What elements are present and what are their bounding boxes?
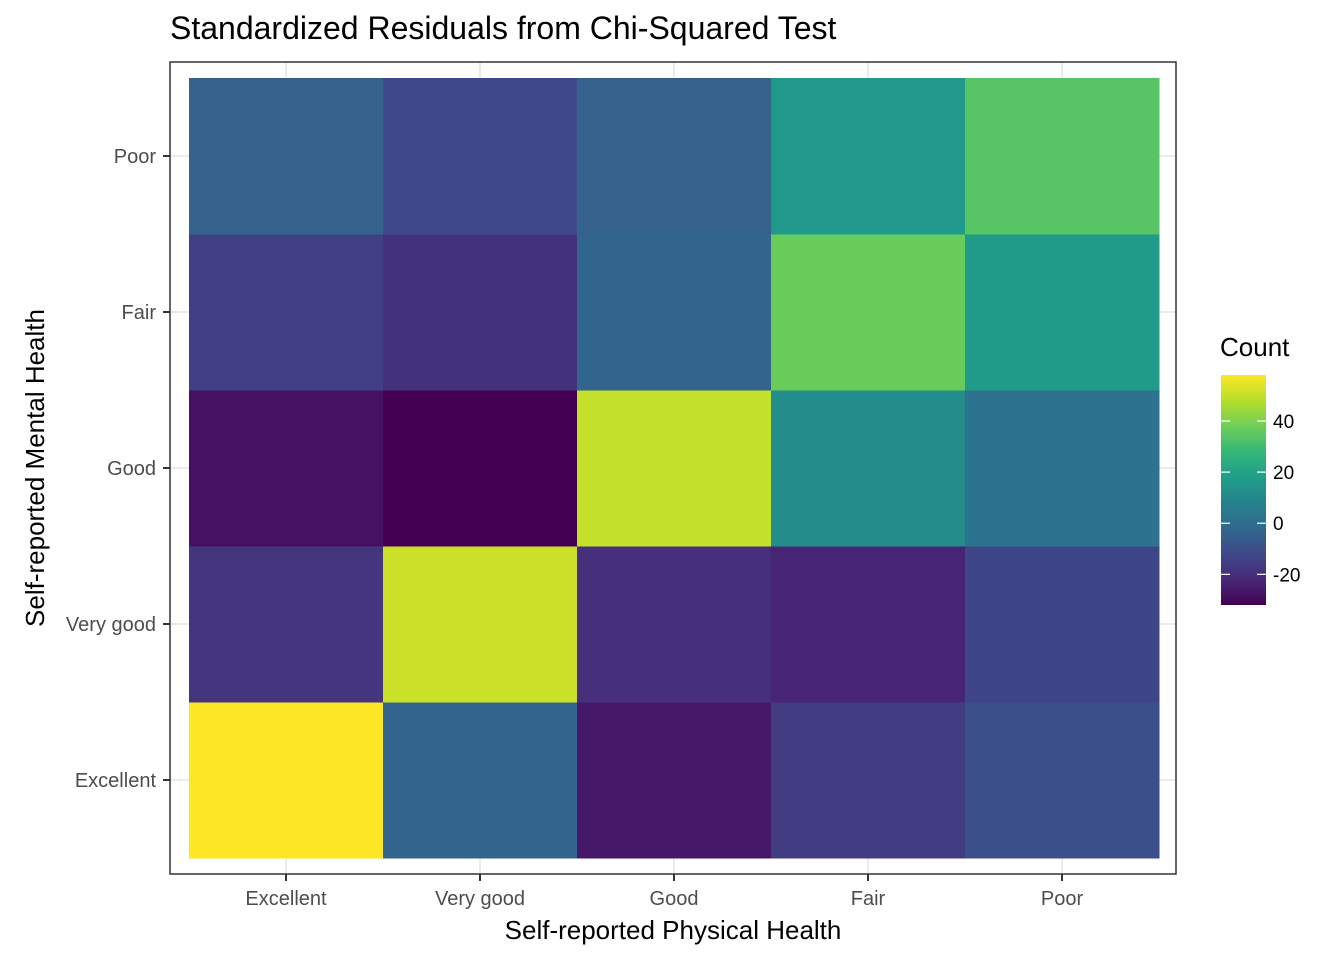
heatmap-cell [965, 78, 1160, 235]
x-axis: Excellent Very good Good Fair Poor [245, 874, 1083, 910]
plot-panel [169, 61, 1177, 875]
legend-title: Count [1220, 332, 1290, 362]
y-tick-label: Excellent [75, 770, 157, 792]
x-tick-label: Very good [435, 888, 525, 910]
y-tick-label: Good [107, 458, 156, 480]
heatmap-cell [189, 390, 384, 547]
legend: Count -20 0 20 40 [1220, 332, 1300, 605]
heatmap-cell [771, 390, 966, 547]
heatmap-cell [965, 234, 1160, 391]
x-tick-label: Fair [851, 888, 886, 910]
heatmap-cell [577, 234, 772, 391]
heatmap-cell [383, 234, 578, 391]
x-tick-label: Poor [1041, 888, 1084, 910]
heatmap-cell [383, 702, 578, 859]
y-axis-title: Self-reported Mental Health [20, 309, 50, 627]
heatmap-cell [771, 234, 966, 391]
legend-ticks: -20 0 20 40 [1221, 412, 1300, 586]
legend-tick-label: 0 [1273, 514, 1284, 535]
heatmap-cells [189, 78, 1160, 859]
heatmap-cell [189, 78, 384, 235]
x-tick-label: Good [650, 888, 699, 910]
heatmap-cell [965, 702, 1160, 859]
y-tick-label: Poor [114, 146, 157, 168]
chart-title: Standardized Residuals from Chi-Squared … [170, 10, 837, 46]
heatmap-cell [577, 702, 772, 859]
heatmap-cell [771, 546, 966, 703]
y-axis: Excellent Very good Good Fair Poor [66, 146, 170, 792]
heatmap-cell [577, 546, 772, 703]
heatmap-cell [383, 390, 578, 547]
heatmap-cell [577, 78, 772, 235]
heatmap-cell [383, 546, 578, 703]
heatmap-cell [965, 390, 1160, 547]
heatmap-cell [383, 78, 578, 235]
heatmap-cell [577, 390, 772, 547]
heatmap-cell [771, 702, 966, 859]
legend-tick-label: 20 [1273, 463, 1294, 484]
heatmap-cell [771, 78, 966, 235]
x-axis-title: Self-reported Physical Health [505, 915, 842, 945]
x-tick-label: Excellent [245, 888, 327, 910]
y-tick-label: Very good [66, 614, 156, 636]
y-tick-label: Fair [122, 302, 157, 324]
legend-tick-label: -20 [1273, 565, 1300, 586]
heatmap-cell [189, 546, 384, 703]
heatmap-cell [189, 702, 384, 859]
legend-tick-label: 40 [1273, 412, 1294, 433]
heatmap-cell [965, 546, 1160, 703]
legend-colorbar [1221, 375, 1266, 605]
heatmap-cell [189, 234, 384, 391]
